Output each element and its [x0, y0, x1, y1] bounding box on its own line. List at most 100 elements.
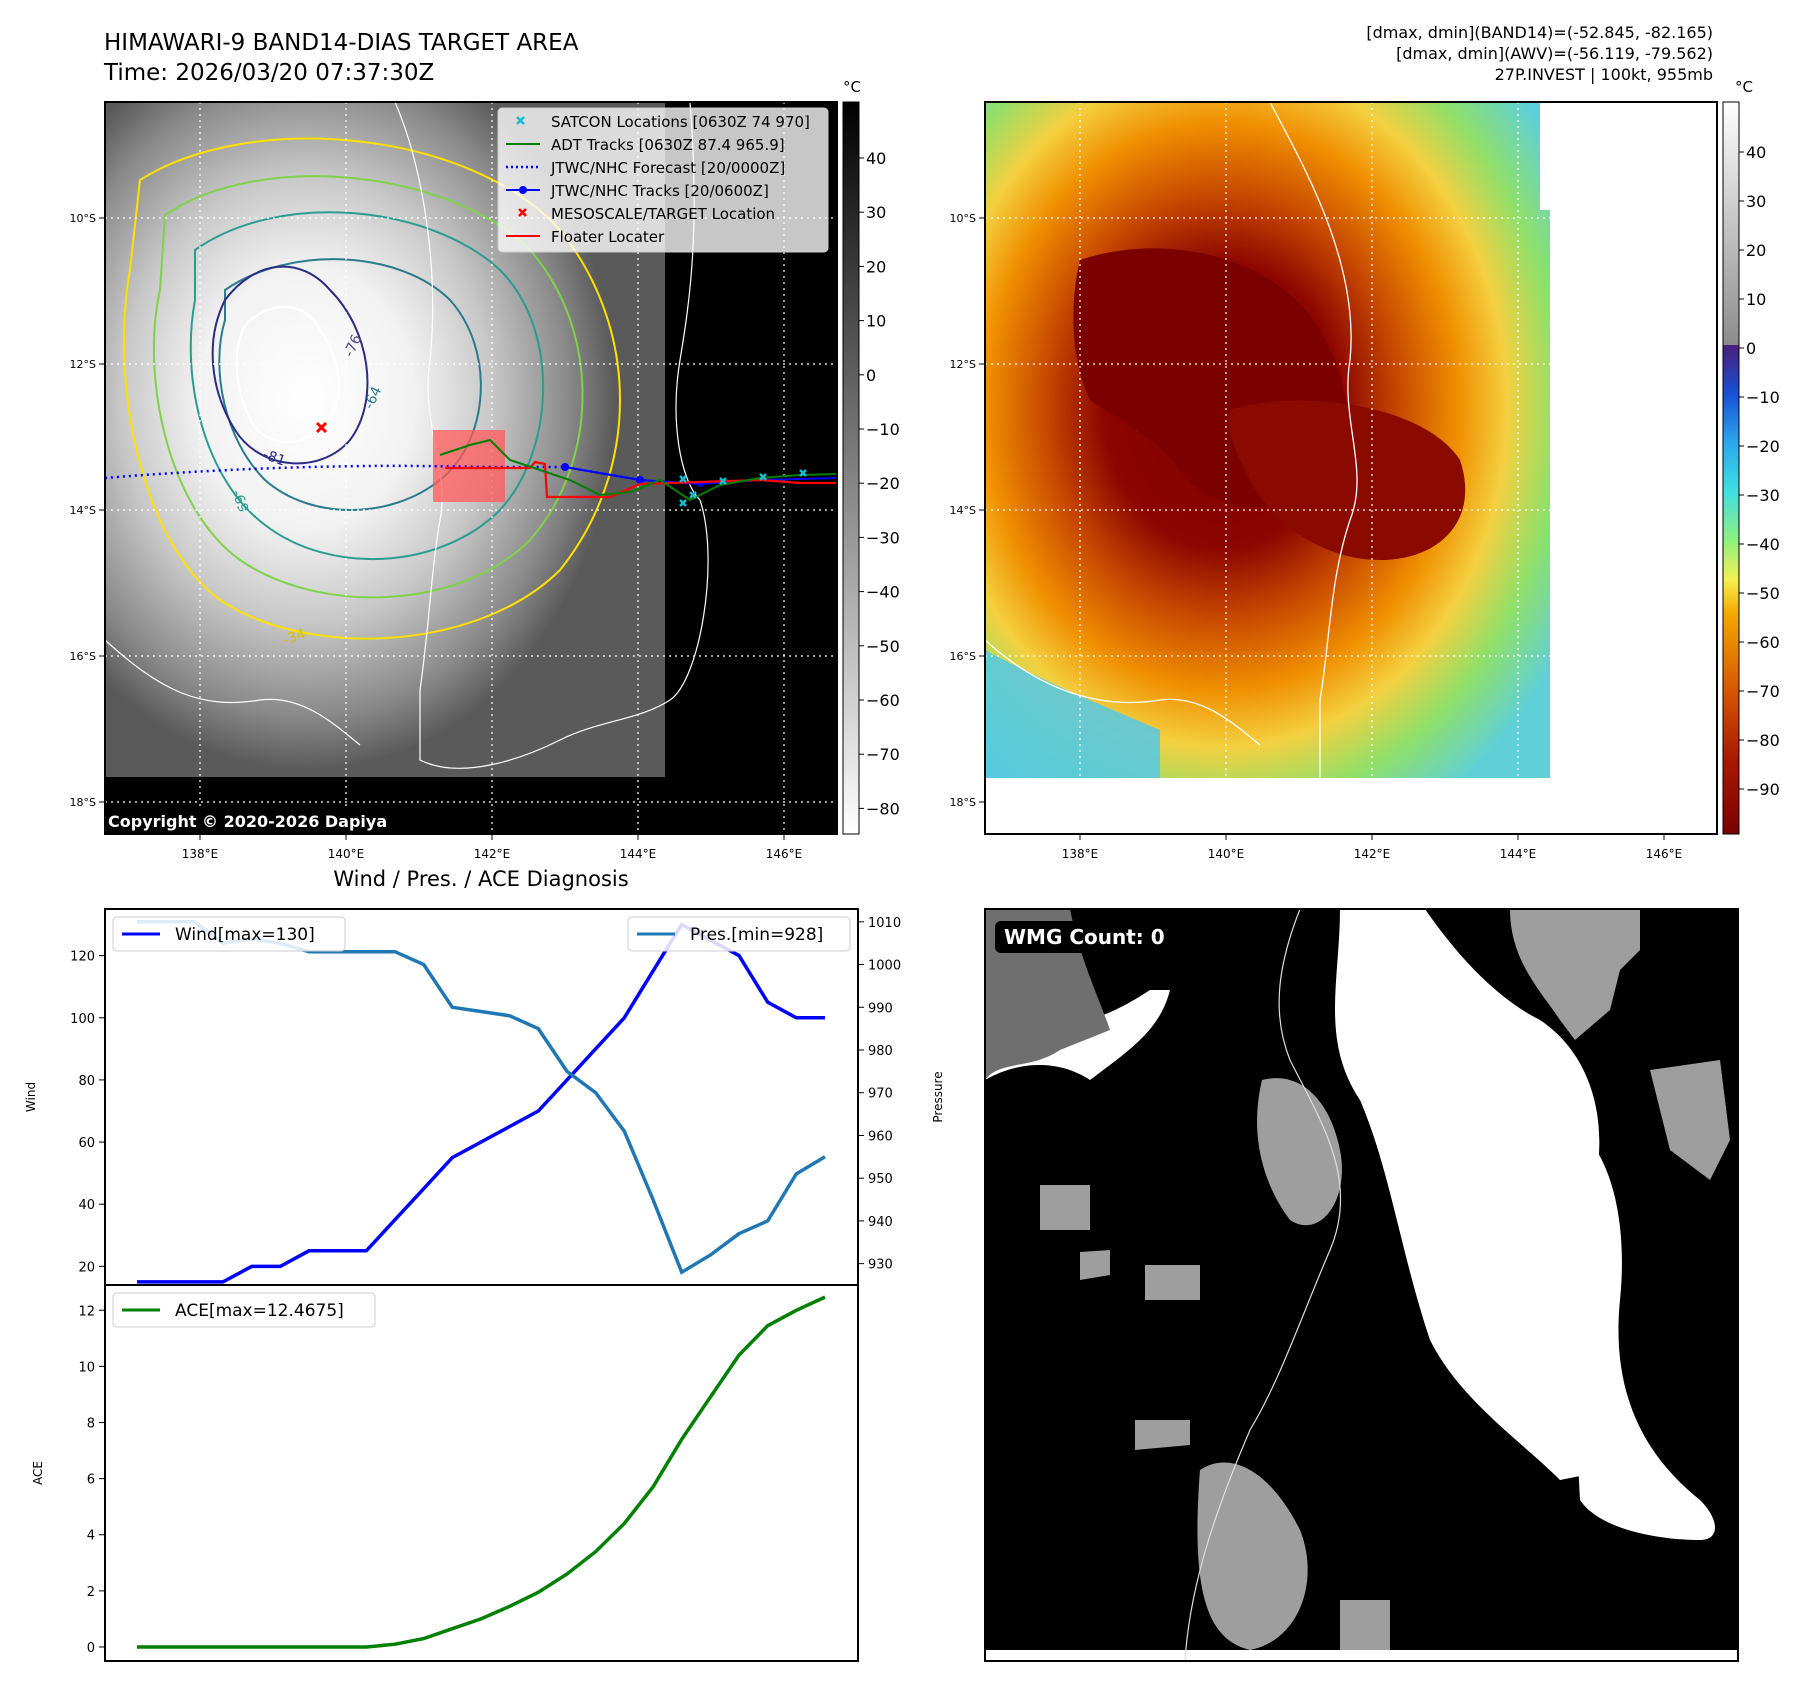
ace-axis-label: ACE [31, 1461, 45, 1485]
wind-axis-label: Wind [24, 1082, 38, 1112]
wind-pressure-panel: 20 40 60 80 100 120 930 940 950 960 970 980 990 1000 1… [24, 908, 945, 1286]
wmg-gray-patches [1040, 909, 1730, 1650]
copyright-text: Copyright © 2020-2026 Dapiya [108, 812, 387, 831]
wind-tick-label: 80 [78, 1074, 95, 1089]
lat-tick-label: 14°S [70, 504, 96, 517]
lon-tick-label: 142°E [1354, 847, 1391, 861]
satcon-markers [679, 469, 807, 507]
wmg-label-box [995, 921, 1173, 953]
pressure-tick-label: 950 [868, 1172, 893, 1187]
legend-jtwc-tracks: JTWC/NHC Tracks [20/0600Z] [550, 182, 769, 200]
ir-axis-labels: 138°E 140°E 142°E 144°E 146°E 10°S 12°S 14°S 16°… [70, 212, 803, 861]
awv-map-frame [984, 101, 1718, 835]
colorbar-tick-label: 20 [866, 257, 886, 276]
pressure-tick-label: 940 [868, 1215, 893, 1230]
wmg-white-band [1335, 909, 1610, 1480]
ace-tick-label: 0 [87, 1641, 95, 1656]
colorbar-tick-label: −50 [1746, 584, 1780, 603]
lat-tick-label: 18°S [70, 796, 96, 809]
target-box [433, 430, 505, 502]
colorbar-tick-label: 0 [866, 366, 876, 385]
ir-colorbar: °C 40 30 20 10 0 −10 −20 −30 −40 −50 −60 −70 −80 [842, 78, 900, 835]
pressure-legend: Pres.[min=928] [627, 916, 851, 952]
lat-tick-label: 10°S [950, 212, 976, 225]
ir-colorbar-unit: °C [843, 78, 861, 96]
pressure-legend-label: Pres.[min=928] [690, 925, 823, 945]
pressure-tick-label: 930 [868, 1258, 893, 1273]
colorbar-tick-label: −60 [1746, 633, 1780, 652]
wind-tick-label: 20 [78, 1260, 95, 1275]
mesoscale-target-marker [315, 421, 328, 434]
dmax-awv: [dmax, dmin](AWV)=(-56.119, -79.562) [1396, 44, 1713, 63]
lon-tick-label: 140°E [328, 847, 365, 861]
colorbar-tick-label: 10 [866, 312, 886, 331]
lon-tick-label: 138°E [1062, 847, 1099, 861]
legend-adt: ADT Tracks [0630Z 87.4 965.9] [551, 136, 785, 154]
ace-legend: ACE[max=12.4675] [112, 1292, 376, 1328]
lat-tick-label: 12°S [950, 358, 976, 371]
colorbar-tick-label: 30 [866, 203, 886, 222]
lon-tick-label: 146°E [1646, 847, 1683, 861]
contour-label: -34 [281, 626, 308, 649]
colorbar-tick-label: 10 [1746, 290, 1766, 309]
ir-map-frame [104, 101, 838, 835]
wmg-frame [984, 908, 1739, 1662]
ace-series-line [137, 1295, 826, 1649]
lon-tick-label: 142°E [474, 847, 511, 861]
awv-low-left [985, 650, 1160, 778]
pressure-tick-label: 1010 [868, 916, 901, 931]
pressure-tick-label: 990 [868, 1001, 893, 1016]
pressure-tick-label: 980 [868, 1044, 893, 1059]
colorbar-tick-label: −70 [866, 745, 900, 764]
colorbar-tick-label: −40 [1746, 535, 1780, 554]
pressure-tick-label: 960 [868, 1129, 893, 1144]
colorbar-tick-label: 40 [866, 149, 886, 168]
coastline [394, 101, 709, 769]
colorbar-tick-label: −80 [866, 799, 900, 818]
figure-time: Time: 2026/03/20 07:37:30Z [103, 60, 434, 86]
ace-tick-label: 6 [87, 1473, 95, 1488]
legend-jtwc-forecast: JTWC/NHC Forecast [20/0000Z] [550, 159, 785, 177]
colorbar-tick-label: −20 [1746, 437, 1780, 456]
colorbar-tick-label: 30 [1746, 192, 1766, 211]
storm-info: 27P.INVEST | 100kt, 955mb [1495, 65, 1713, 84]
legend-satcon: SATCON Locations [0630Z 74 970] [551, 113, 810, 131]
wind-tick-label: 120 [70, 950, 95, 965]
lat-tick-label: 16°S [70, 650, 96, 663]
colorbar-tick-label: −60 [866, 691, 900, 710]
ace-tick-label: 12 [78, 1304, 95, 1319]
legend-mesoscale: MESOSCALE/TARGET Location [551, 205, 775, 223]
lat-tick-label: 14°S [950, 504, 976, 517]
awv-coastline [1269, 101, 1358, 778]
colorbar-tick-label: −40 [866, 583, 900, 602]
wind-tick-label: 60 [78, 1136, 95, 1151]
lon-tick-label: 140°E [1208, 847, 1245, 861]
awv-axis-labels: 138°E 140°E 142°E 144°E 146°E 10°S 12°S 14°S 16°… [950, 212, 1683, 861]
copyright-box [105, 808, 425, 834]
wmg-white-bottom [985, 1650, 1738, 1661]
wind-legend-label: Wind[max=130] [175, 925, 315, 945]
awv-coastline-south [984, 639, 1261, 746]
colorbar-tick-label: 20 [1746, 241, 1766, 260]
colorbar-tick-label: −10 [866, 420, 900, 439]
lon-tick-label: 144°E [1500, 847, 1537, 861]
colorbar-tick-label: −50 [866, 637, 900, 656]
pressure-axis-label: Pressure [931, 1071, 945, 1122]
ace-legend-label: ACE[max=12.4675] [175, 1301, 344, 1321]
legend-floater: Floater Locater [551, 228, 665, 246]
contour-label: -69 [228, 488, 251, 515]
lat-tick-label: 10°S [70, 212, 96, 225]
coastline-south [104, 639, 361, 746]
wind-tick-label: 40 [78, 1198, 95, 1213]
wind-legend: Wind[max=130] [112, 916, 346, 952]
ace-tick-label: 10 [78, 1360, 95, 1375]
ace-tick-label: 2 [87, 1585, 95, 1600]
wmg-white-east [1560, 1120, 1715, 1540]
pressure-tick-label: 1000 [868, 959, 901, 974]
dmax-band14: [dmax, dmin](BAND14)=(-52.845, -82.165) [1366, 23, 1713, 42]
map-legend: SATCON Locations [0630Z 74 970] ADT Trac… [497, 107, 829, 253]
colorbar-tick-label: −10 [1746, 388, 1780, 407]
ace-panel: 0 2 4 6 8 10 12 ACE ACE[max=12.4675] [31, 1284, 859, 1662]
lat-tick-label: 16°S [950, 650, 976, 663]
ace-tick-label: 8 [87, 1416, 95, 1431]
